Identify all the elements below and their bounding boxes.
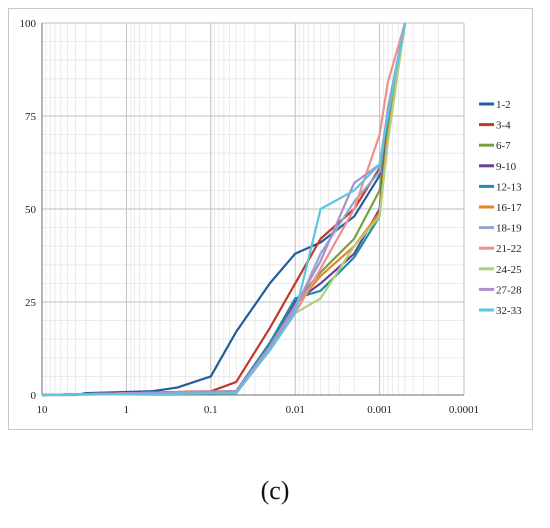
legend-label-6-7: 6-7 [496, 140, 511, 152]
legend-label-3-4: 3-4 [496, 120, 511, 132]
axes-layer: 10 1 0.1 0.01 0.001 0.0001 0 25 50 75 100 [20, 18, 480, 416]
series-layer [41, 22, 407, 397]
figure-caption: (c) [260, 476, 290, 505]
y-tick-label: 25 [25, 297, 37, 309]
y-tick-label: 50 [25, 204, 37, 216]
legend-label-24-25: 24-25 [496, 264, 522, 276]
line-chart: 10 1 0.1 0.01 0.001 0.0001 0 25 50 75 100 1-2 3-4 6-… [20, 18, 523, 416]
x-tick-label: 10 [37, 404, 49, 416]
y-tick-label: 100 [20, 18, 37, 30]
legend-label-1-2: 1-2 [496, 99, 511, 111]
legend: 1-2 3-4 6-7 9-10 12-13 16-17 18-19 21-22 24-25 27… [479, 99, 522, 317]
chart-frame: 10 1 0.1 0.01 0.001 0.0001 0 25 50 75 100 1-2 3-4 6-… [8, 8, 533, 430]
y-tick-label: 0 [31, 390, 37, 402]
legend-label-27-28: 27-28 [496, 284, 522, 296]
legend-label-18-19: 18-19 [496, 223, 522, 235]
legend-label-9-10: 9-10 [496, 161, 517, 173]
x-tick-label: 1 [124, 404, 129, 416]
legend-label-21-22: 21-22 [496, 243, 522, 255]
legend-label-12-13: 12-13 [496, 181, 522, 193]
series-line-32-33 [41, 22, 407, 397]
x-tick-label: 0.001 [367, 404, 392, 416]
legend-label-16-17: 16-17 [496, 202, 522, 214]
x-tick-label: 0.1 [204, 404, 218, 416]
x-tick-label: 0.01 [286, 404, 305, 416]
y-tick-label: 75 [25, 111, 37, 123]
legend-label-32-33: 32-33 [496, 305, 522, 317]
grid-layer [41, 22, 465, 396]
x-tick-label: 0.0001 [449, 404, 479, 416]
